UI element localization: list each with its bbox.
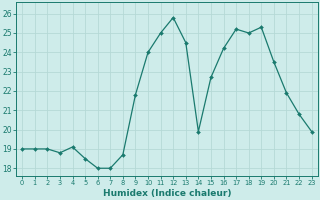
X-axis label: Humidex (Indice chaleur): Humidex (Indice chaleur) [103, 189, 231, 198]
